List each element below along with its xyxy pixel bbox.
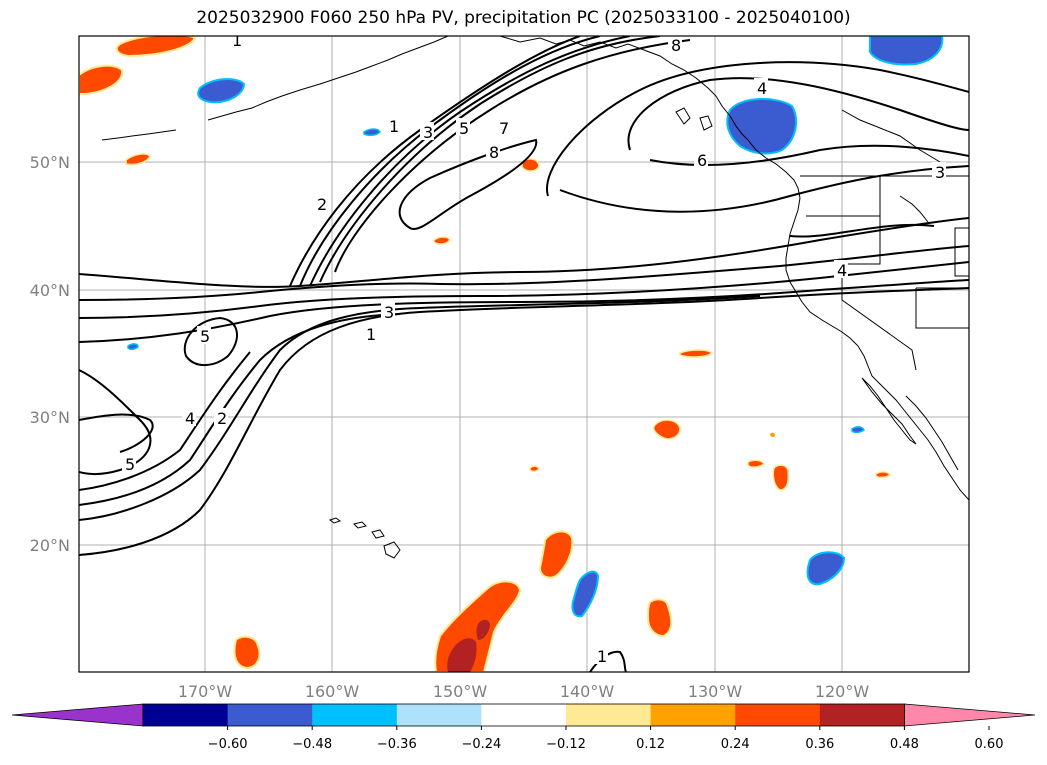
colorbar-tick-label: 0.12 bbox=[636, 737, 665, 752]
contour-label: 1 bbox=[232, 31, 242, 50]
colorbar-tick-label: 0.48 bbox=[890, 737, 919, 752]
contour-label: 4 bbox=[185, 409, 195, 428]
contour-label: 5 bbox=[125, 455, 135, 474]
contour-label: 4 bbox=[837, 261, 847, 280]
colorbar-tick-label: 0.24 bbox=[721, 737, 750, 752]
contour-label: 6 bbox=[697, 151, 707, 170]
map-frame bbox=[79, 36, 969, 672]
colorbar-extend-low bbox=[11, 703, 144, 727]
contour-label: 7 bbox=[499, 119, 509, 138]
contour-label: 5 bbox=[459, 119, 469, 138]
precip-positive bbox=[79, 36, 891, 672]
colorbar-tick-label: −0.36 bbox=[377, 737, 417, 752]
colorbar-tick-label: −0.24 bbox=[461, 737, 501, 752]
colorbar-tick-label: −0.60 bbox=[208, 737, 248, 752]
contour-label: 8 bbox=[671, 36, 681, 55]
contour-label: 3 bbox=[384, 303, 394, 322]
colorbar-segment bbox=[566, 704, 652, 726]
contour-label: 1 bbox=[366, 325, 376, 344]
contour-label: 8 bbox=[489, 143, 499, 162]
colorbar-tick-label: 0.36 bbox=[805, 737, 834, 752]
lon-label: 140°W bbox=[560, 682, 615, 701]
lat-label: 50°N bbox=[30, 153, 70, 172]
lon-label: 160°W bbox=[305, 682, 360, 701]
colorbar-outline bbox=[142, 703, 905, 727]
contour-labels: 1 3 5 7 8 2 3 1 5 4 2 5 6 4 3 4 1 8 1 bbox=[122, 31, 946, 666]
contour-label: 3 bbox=[935, 163, 945, 182]
colorbar-segment bbox=[227, 704, 313, 726]
contour-label: 3 bbox=[423, 123, 433, 142]
lon-label: 130°W bbox=[688, 682, 743, 701]
colorbar-segment bbox=[735, 704, 821, 726]
lat-labels: 50°N 40°N 30°N 20°N bbox=[30, 153, 70, 555]
lat-label: 30°N bbox=[30, 408, 70, 427]
lon-label: 150°W bbox=[433, 682, 488, 701]
colorbar-extend-high bbox=[904, 703, 1036, 727]
colorbar-tick-label: −0.12 bbox=[546, 737, 586, 752]
contour-label: 5 bbox=[200, 327, 210, 346]
colorbar-labels: −0.60 −0.48 −0.36 −0.24 −0.12 0.12 0.24 0.36 0.4… bbox=[208, 726, 1004, 752]
colorbar-tick-label: −0.48 bbox=[292, 737, 332, 752]
colorbar-segment bbox=[312, 704, 398, 726]
contour-label: 1 bbox=[389, 117, 399, 136]
colorbar-segment bbox=[396, 704, 482, 726]
map-title: 2025032900 F060 250 hPa PV, precipitatio… bbox=[196, 8, 851, 28]
colorbar-segment bbox=[143, 704, 229, 726]
colorbar-segment bbox=[650, 704, 736, 726]
lon-label: 120°W bbox=[815, 682, 870, 701]
lat-label: 40°N bbox=[30, 281, 70, 300]
colorbar bbox=[11, 703, 1036, 727]
colorbar-tick-label: 0.60 bbox=[975, 737, 1004, 752]
colorbar-segment bbox=[819, 704, 905, 726]
precip-negative bbox=[127, 36, 944, 618]
contour-label: 1 bbox=[597, 647, 607, 666]
map-border bbox=[78, 35, 970, 673]
contour-label: 2 bbox=[317, 195, 327, 214]
contour-label: 2 bbox=[217, 409, 227, 428]
lat-label: 20°N bbox=[30, 536, 70, 555]
lon-labels: 170°W 160°W 150°W 140°W 130°W 120°W bbox=[178, 682, 870, 701]
lon-label: 170°W bbox=[178, 682, 233, 701]
coastlines bbox=[101, 36, 969, 559]
colorbar-segment bbox=[481, 704, 567, 726]
contour-label: 4 bbox=[757, 79, 767, 98]
